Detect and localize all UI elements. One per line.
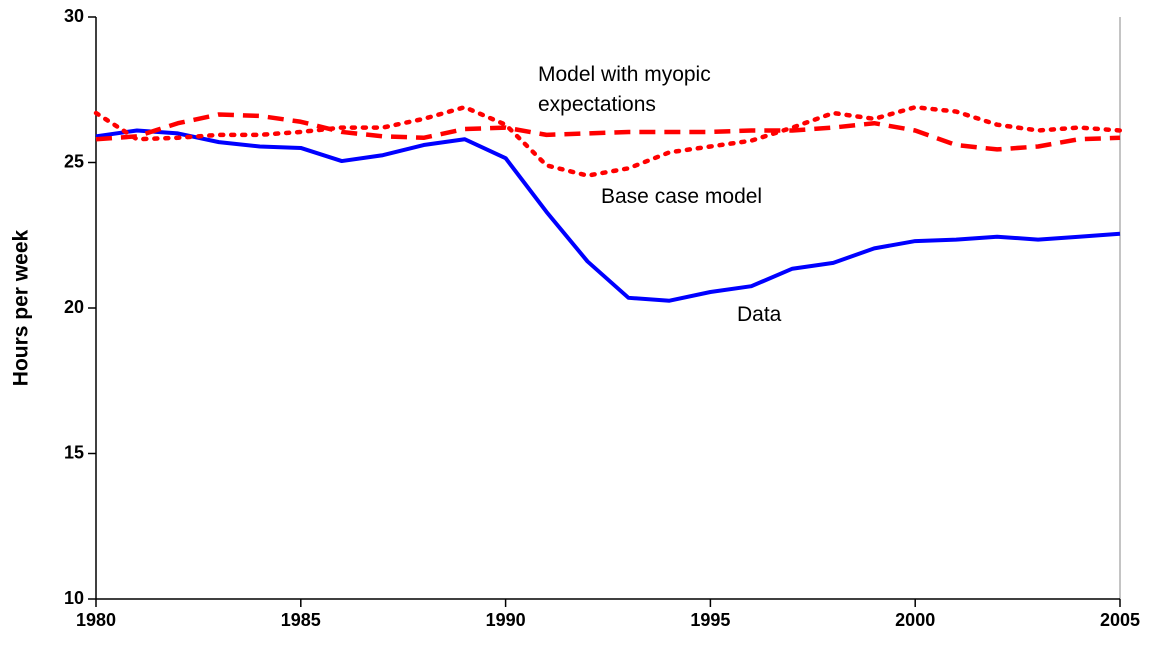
y-tick-label: 15 <box>64 442 84 462</box>
y-tick-label: 10 <box>64 588 84 608</box>
x-tick-label: 2005 <box>1100 610 1140 630</box>
annotation: Model with myopic expectations <box>538 63 711 116</box>
x-tick-label: 2000 <box>895 610 935 630</box>
annotation-box: Model with myopic expectations <box>538 63 711 116</box>
x-tick-label: 1980 <box>76 610 116 630</box>
y-axis-title: Hours per week <box>10 229 33 386</box>
series-line <box>93 104 1123 178</box>
annotation: Base case model <box>601 185 763 208</box>
x-tick-label: 1995 <box>690 610 730 630</box>
annotation: Data <box>737 303 782 326</box>
annotation-box: Data <box>737 303 782 326</box>
y-tick-label: 25 <box>64 151 84 171</box>
x-tick-label: 1985 <box>281 610 321 630</box>
series-line <box>95 128 1121 303</box>
y-tick-label: 20 <box>64 297 84 317</box>
y-tick-label: 30 <box>64 6 84 26</box>
x-tick-label: 1990 <box>486 610 526 630</box>
series-line <box>95 112 1121 152</box>
annotation-box: Base case model <box>601 185 763 208</box>
